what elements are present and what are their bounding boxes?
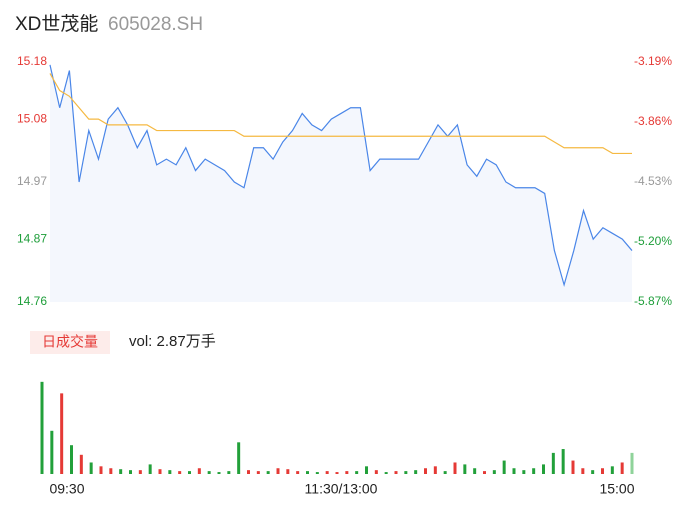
volume-bar [591, 470, 595, 474]
y-tick-label: 15.08 [17, 111, 47, 125]
volume-bar [630, 452, 634, 474]
volume-bar [325, 471, 329, 474]
volume-bar [315, 472, 319, 474]
x-tick-label: 09:30 [49, 481, 84, 497]
volume-bar [463, 464, 467, 474]
volume-bar [227, 471, 231, 474]
y-tick-label: 14.87 [17, 231, 47, 245]
volume-bar [207, 471, 211, 474]
volume-bar [384, 472, 388, 474]
volume-bar [502, 460, 506, 474]
volume-bar [512, 468, 516, 474]
volume-bar [40, 381, 44, 474]
volume-bar [571, 460, 575, 474]
y-tick-label: 15.18 [17, 54, 47, 68]
volume-bar [542, 464, 545, 474]
y2-tick-label: -5.20% [634, 234, 672, 248]
volume-bar [414, 470, 418, 474]
volume-bar [335, 472, 339, 474]
volume-bar [60, 393, 64, 474]
volume-bar [276, 468, 280, 474]
volume-bar [404, 471, 408, 474]
volume-bar [365, 466, 368, 474]
volume-bar [217, 472, 221, 474]
y2-tick-label: -5.87% [634, 294, 672, 308]
volume-bar [483, 471, 486, 474]
volume-bar [119, 469, 123, 474]
volume-bar [345, 471, 349, 474]
volume-bar [197, 468, 201, 474]
volume-bar [620, 462, 624, 474]
volume-bar [129, 470, 132, 474]
volume-total: vol: 2.87万手 [129, 333, 216, 350]
average-line [49, 73, 632, 155]
volume-bar [374, 470, 378, 474]
stock-name: XD世茂能 [15, 13, 98, 35]
volume-bar [601, 468, 604, 474]
volume-bar [610, 466, 614, 474]
volume-bar [561, 449, 565, 474]
x-tick-label: 11:30/13:00 [305, 481, 378, 497]
volume-bar [109, 468, 113, 474]
y2-tick-label: -3.86% [634, 114, 672, 128]
y2-tick-label: -3.19% [634, 54, 672, 68]
volume-bar [256, 471, 260, 474]
volume-bar [70, 445, 73, 474]
stock-code: 605028.SH [108, 14, 203, 35]
volume-bar [581, 468, 585, 474]
volume-bar [50, 430, 54, 474]
volume-bar [158, 469, 162, 474]
volume-bar [138, 470, 142, 474]
x-tick-label: 15:00 [599, 481, 634, 497]
volume-bar [266, 471, 270, 474]
y2-tick-label: -4.53% [634, 174, 672, 188]
volume-bar [492, 470, 496, 474]
volume-bar [551, 452, 555, 474]
volume-badge [30, 331, 110, 354]
volume-bar [178, 471, 182, 474]
volume-bar [237, 442, 241, 474]
price-area [50, 64, 632, 302]
volume-bar [79, 454, 83, 474]
volume-bar [148, 464, 152, 474]
volume-bar [443, 471, 447, 474]
volume-bar [168, 470, 172, 474]
volume-bar [522, 470, 526, 474]
volume-bar [306, 471, 309, 474]
volume-bar [247, 470, 250, 474]
volume-bar [394, 471, 398, 474]
volume-bar [99, 466, 103, 474]
volume-bar [424, 468, 427, 474]
volume-bar [188, 471, 191, 474]
volume-bar [89, 462, 93, 474]
volume-bar [532, 468, 536, 474]
volume-bar [286, 469, 290, 474]
volume-bar [473, 468, 477, 474]
volume-title: 日成交量 [42, 334, 98, 350]
volume-bar [433, 466, 437, 474]
y-tick-label: 14.76 [17, 294, 47, 308]
y-tick-label: 14.97 [17, 174, 47, 188]
volume-bar [296, 471, 300, 474]
price-line [49, 64, 633, 288]
volume-bar [355, 471, 359, 474]
volume-bar [453, 462, 457, 474]
